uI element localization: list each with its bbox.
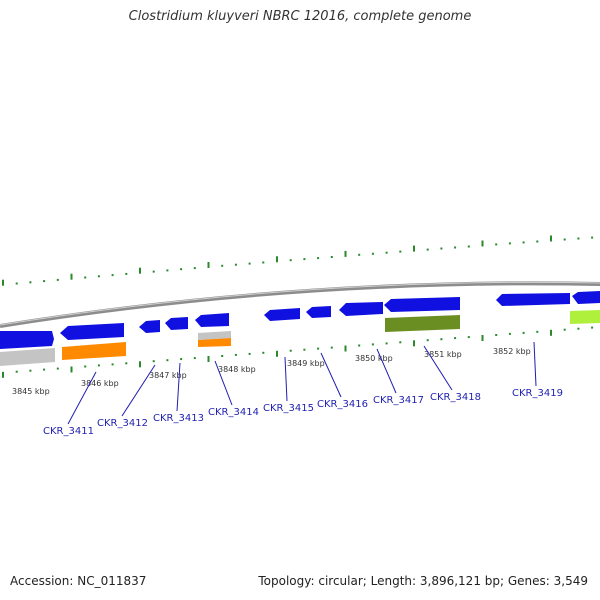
gene-arrow[interactable] <box>339 302 383 316</box>
kbp-label: 3852 kbp <box>493 347 531 356</box>
gene-arrow[interactable] <box>165 317 188 330</box>
leader-line <box>284 356 288 402</box>
gene-arrow[interactable] <box>496 293 570 306</box>
kbp-label: 3851 kbp <box>424 350 462 359</box>
grey-feature[interactable] <box>0 348 55 366</box>
accession-text: Accession: NC_011837 <box>10 574 147 588</box>
gene-labels: CKR_3411 CKR_3412 CKR_3413 CKR_3414 CKR_… <box>43 388 563 437</box>
gene-label[interactable]: CKR_3414 <box>208 407 259 418</box>
kbp-label: 3845 kbp <box>12 387 50 396</box>
olive-feature[interactable] <box>385 315 460 332</box>
gene-leader-lines <box>67 341 537 425</box>
kbp-label: 3848 kbp <box>218 365 256 374</box>
gene-arrow[interactable] <box>195 313 229 327</box>
gene-arrow[interactable] <box>60 323 124 340</box>
gene-arrow[interactable] <box>0 331 54 349</box>
leader-line <box>423 345 453 391</box>
gene-label[interactable]: CKR_3411 <box>43 426 94 437</box>
leader-line <box>376 348 397 394</box>
orange-feature[interactable] <box>62 342 126 360</box>
gene-arrow[interactable] <box>264 308 300 321</box>
leader-line <box>121 364 156 417</box>
gene-label[interactable]: CKR_3418 <box>430 392 481 403</box>
map-title: Clostridium kluyveri NBRC 12016, complet… <box>128 9 472 24</box>
kbp-label: 3846 kbp <box>81 379 119 388</box>
gene-arrow[interactable] <box>384 297 460 312</box>
kbp-labels: 3845 kbp 3846 kbp 3847 kbp 3848 kbp 3849… <box>12 347 531 396</box>
gene-arrow[interactable] <box>572 291 600 304</box>
orange-feature[interactable] <box>198 338 231 347</box>
genome-backbone <box>0 281 600 328</box>
gene-label[interactable]: CKR_3415 <box>263 403 314 414</box>
kbp-label: 3850 kbp <box>355 354 393 363</box>
genome-summary-text: Topology: circular; Length: 3,896,121 bp… <box>258 574 588 588</box>
gene-arrow[interactable] <box>306 306 331 318</box>
gene-arrow[interactable] <box>139 320 160 333</box>
gene-label[interactable]: CKR_3412 <box>97 418 148 429</box>
lime-feature[interactable] <box>570 310 600 324</box>
kbp-label: 3847 kbp <box>149 371 187 380</box>
leader-line <box>533 341 537 387</box>
gene-label[interactable]: CKR_3413 <box>153 413 204 424</box>
gene-label[interactable]: CKR_3417 <box>373 395 424 406</box>
leader-line <box>67 371 97 425</box>
genome-backbone-highlight <box>0 281 600 326</box>
gene-label[interactable]: CKR_3419 <box>512 388 563 399</box>
gene-label[interactable]: CKR_3416 <box>317 399 368 410</box>
gene-track-reverse <box>0 291 600 349</box>
feature-track <box>0 310 600 366</box>
outer-tick-ruler <box>2 235 594 286</box>
kbp-label: 3849 kbp <box>287 359 325 368</box>
leader-line <box>176 362 181 412</box>
inner-tick-ruler <box>2 326 594 378</box>
leader-line <box>320 352 342 398</box>
leader-line <box>214 360 233 406</box>
grey-feature[interactable] <box>198 331 231 340</box>
